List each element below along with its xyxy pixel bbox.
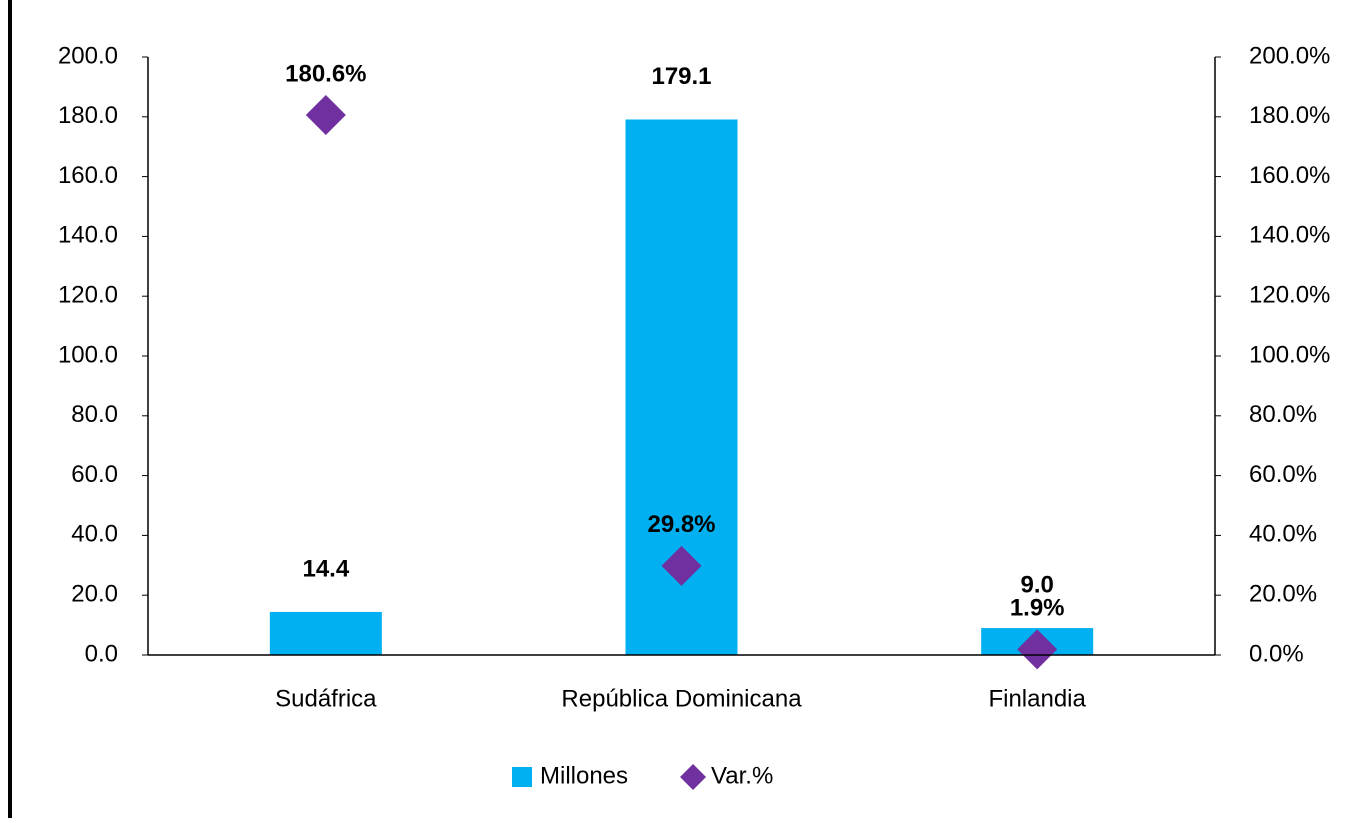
y-tick-label: 80.0 (71, 401, 118, 428)
y2-tick-label: 60.0% (1249, 461, 1317, 488)
y2-tick-label: 140.0% (1249, 222, 1330, 249)
y-tick-label: 60.0 (71, 461, 118, 488)
y2-tick-label: 20.0% (1249, 581, 1317, 608)
y2-tick-label: 180.0% (1249, 102, 1330, 129)
y-tick-label: 0.0 (85, 640, 118, 667)
value-label: 1.9% (1010, 595, 1065, 622)
y-tick-label: 180.0 (58, 102, 118, 129)
bar (269, 611, 382, 655)
y2-tick-label: 40.0% (1249, 521, 1317, 548)
y-tick-label: 140.0 (58, 222, 118, 249)
y-tick-label: 200.0 (58, 42, 118, 69)
x-tick-label: Sudáfrica (275, 685, 377, 712)
diamond-marker (1017, 629, 1058, 670)
y2-tick-label: 120.0% (1249, 282, 1330, 309)
y-tick-label: 160.0 (58, 162, 118, 189)
y-tick-label: 20.0 (71, 581, 118, 608)
value-label: 29.8% (647, 511, 715, 538)
y2-tick-label: 80.0% (1249, 401, 1317, 428)
legend-swatch (680, 764, 707, 790)
y2-tick-label: 200.0% (1249, 42, 1330, 69)
x-tick-label: Finlandia (988, 685, 1086, 712)
y-tick-label: 100.0 (58, 341, 118, 368)
y-tick-label: 120.0 (58, 282, 118, 309)
y2-tick-label: 100.0% (1249, 341, 1330, 368)
value-label: 180.6% (285, 60, 366, 87)
legend-label: Millones (540, 762, 628, 789)
diamond-marker (305, 95, 346, 136)
legend-swatch (512, 767, 532, 787)
x-tick-label: República Dominicana (561, 685, 802, 712)
y-tick-label: 40.0 (71, 521, 118, 548)
diamond-marker (661, 545, 702, 586)
value-label: 14.4 (302, 555, 349, 582)
value-label: 9.0 (1020, 571, 1053, 598)
value-label: 179.1 (651, 63, 711, 90)
y2-tick-label: 160.0% (1249, 162, 1330, 189)
legend-label: Var.% (711, 762, 773, 789)
y2-tick-label: 0.0% (1249, 640, 1304, 667)
